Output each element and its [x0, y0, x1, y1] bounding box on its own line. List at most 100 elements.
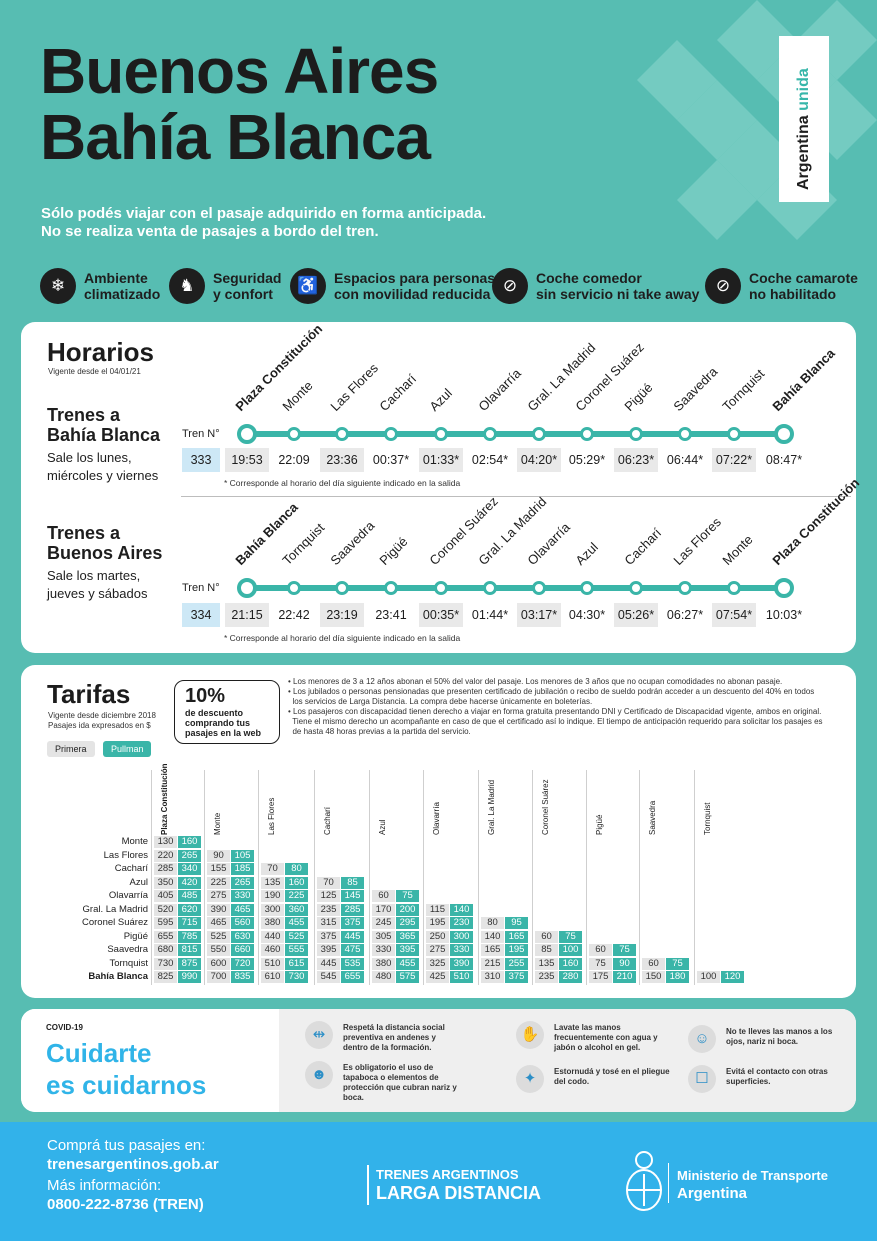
departure-time: 06:27*: [666, 608, 704, 622]
fare-note-line: de hasta 48 horas previas a la partida d…: [288, 727, 471, 736]
fare-pullman: 165: [505, 930, 528, 943]
tren-label: Tren N°: [182, 582, 220, 594]
fare-primera: 60: [589, 944, 612, 956]
station-dot: [237, 424, 257, 444]
fare-primera: 315: [317, 917, 340, 929]
column-divider: [314, 770, 315, 985]
departure-time: 23:36: [320, 448, 364, 472]
fare-note-line: • Los pasajeros con discapacidad tienen …: [288, 707, 822, 716]
column-divider: [258, 770, 259, 985]
trip-days-line1: Sale los martes,: [47, 568, 141, 583]
fare-row-label: Las Flores: [103, 849, 148, 861]
fare-primera: 125: [317, 890, 340, 902]
station-dot: [384, 581, 398, 595]
station-dot: [483, 581, 497, 595]
fare-pullman: 655: [341, 971, 364, 983]
feature-line2: climatizado: [84, 286, 161, 302]
departure-time: 06:44*: [666, 453, 704, 467]
fare-pullman: 300: [450, 930, 473, 943]
distance-icon: ⇹: [305, 1021, 333, 1049]
fare-pullman: 715: [178, 917, 201, 929]
fare-pullman: 105: [231, 849, 254, 862]
fare-pullman: 390: [450, 957, 473, 970]
snowflake-icon: ❄: [40, 268, 76, 304]
covid-tip-text: Es obligatorio el uso de tapaboca o elem…: [343, 1063, 457, 1102]
station-dot: [727, 581, 741, 595]
fare-primera: 155: [207, 863, 230, 875]
fare-pullman: 265: [178, 849, 201, 862]
fare-pullman: 160: [285, 876, 308, 889]
fare-primera: 165: [481, 944, 504, 956]
departure-time: 23:19: [320, 603, 364, 627]
fare-pullman: 120: [721, 971, 744, 983]
fare-row-label: Monte: [121, 836, 148, 847]
station-dot: [532, 581, 546, 595]
fare-primera: 220: [154, 849, 177, 862]
covid-tip-text: Evitá el contacto con otras superficies.: [726, 1067, 828, 1086]
fare-primera: 825: [154, 971, 177, 983]
departure-time: 04:30*: [568, 608, 606, 622]
departure-time: 23:41: [375, 608, 407, 622]
fare-row-label: Gral. La Madrid: [82, 903, 148, 915]
fare-primera: 140: [481, 930, 504, 943]
trip-days-line1: Sale los lunes,: [47, 450, 132, 465]
fare-pullman: 375: [505, 971, 528, 983]
feature-line2: con movilidad reducida: [334, 286, 491, 302]
column-divider: [532, 770, 533, 985]
route-title: Buenos Aires Bahía Blanca: [40, 35, 439, 173]
fare-pullman: 75: [613, 944, 636, 956]
fare-primera: 170: [372, 903, 395, 916]
no-contact-icon: ☐: [688, 1065, 716, 1093]
station-dot: [678, 581, 692, 595]
fare-primera: 395: [317, 944, 340, 956]
fare-primera: 90: [207, 849, 230, 862]
station-dot: [774, 578, 794, 598]
fare-primera: 275: [426, 944, 449, 956]
fare-pullman: 200: [396, 903, 419, 916]
wheelchair-icon: ♿: [290, 268, 326, 304]
fare-primera: 85: [535, 944, 558, 956]
fare-note-line: • Los jubilados o personas pensionadas q…: [288, 687, 815, 696]
fare-pullman: 560: [231, 917, 254, 929]
handwash-icon: ✋: [516, 1021, 544, 1049]
fare-row-label: Tornquist: [109, 957, 148, 969]
column-station: Pigüé: [595, 814, 604, 835]
fare-pullman: 525: [285, 930, 308, 943]
fare-pullman: 815: [178, 944, 201, 956]
station-dot: [580, 581, 594, 595]
fare-primera: 510: [261, 957, 284, 970]
feature-line2: y confort: [213, 286, 273, 302]
fare-pullman: 990: [178, 971, 201, 983]
phone-number[interactable]: 0800-222-8736 (TREN): [47, 1196, 204, 1213]
fare-pullman: 445: [341, 930, 364, 943]
departure-time: 07:22*: [712, 448, 756, 472]
brand-line2: LARGA DISTANCIA: [376, 1183, 541, 1203]
fare-primera: 225: [207, 876, 230, 889]
legend-primera: Primera: [47, 741, 95, 757]
fare-pullman: 455: [396, 957, 419, 970]
fare-primera: 460: [261, 944, 284, 956]
feature-line2: no habilitado: [749, 286, 837, 302]
fare-pullman: 95: [505, 917, 528, 929]
feature-label: Espacios para personas con movilidad redu…: [334, 270, 495, 302]
fare-primera: 115: [426, 903, 449, 916]
fare-pullman: 340: [178, 863, 201, 875]
tarifas-card: Tarifas Vigente desde diciembre 2018 Pas…: [21, 665, 856, 998]
fare-primera: 595: [154, 917, 177, 929]
fare-pullman: 375: [341, 917, 364, 929]
face-touch-icon: ☺: [688, 1025, 716, 1053]
station-dot: [434, 427, 448, 441]
website-link[interactable]: trenesargentinos.gob.ar: [47, 1156, 219, 1173]
trip-heading: Trenes a Buenos Aires: [47, 523, 162, 563]
fare-primera: 405: [154, 890, 177, 902]
departure-time: 21:15: [225, 603, 269, 627]
feature-item: ♿ Espacios para personas con movilidad red…: [290, 268, 495, 304]
departure-time: 22:42: [278, 608, 310, 622]
fare-pullman: 455: [285, 917, 308, 929]
fare-pullman: 295: [396, 917, 419, 929]
departure-time: 05:26*: [614, 603, 658, 627]
column-divider: [423, 770, 424, 985]
fare-row-label: Cacharí: [114, 863, 148, 874]
fare-pullman: 230: [450, 917, 473, 929]
